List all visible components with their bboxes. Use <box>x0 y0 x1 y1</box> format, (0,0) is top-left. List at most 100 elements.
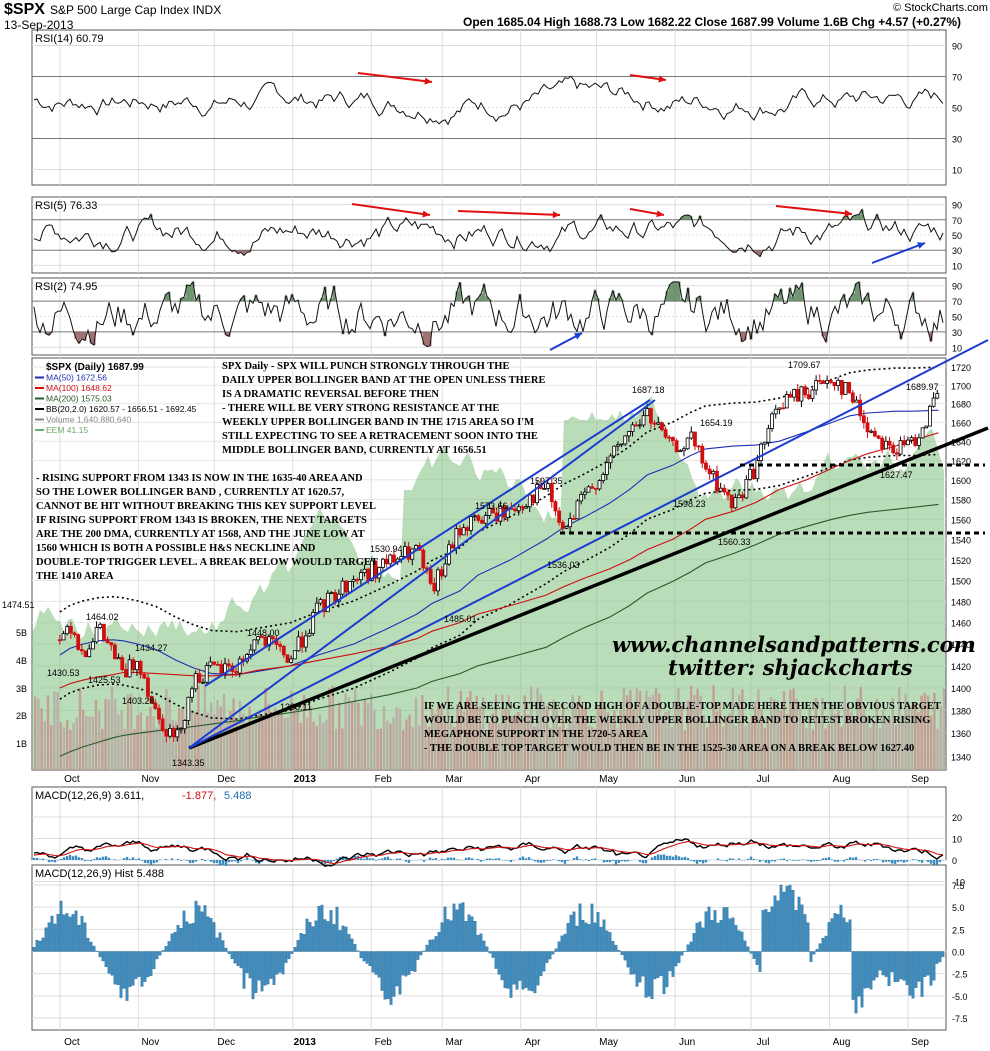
hist-bar <box>221 940 225 952</box>
rsi-overbought-fill <box>290 294 294 302</box>
macd-hist-bar <box>551 859 555 860</box>
hist-bar <box>224 947 228 952</box>
volume-bar <box>891 698 894 770</box>
macd-hist-bar <box>641 860 645 864</box>
candle-body <box>182 720 187 730</box>
candle-body <box>579 494 584 502</box>
hist-bar <box>284 951 288 963</box>
hist-bar <box>770 906 774 952</box>
rsi-overbought-fill <box>143 217 147 220</box>
rsi-overbought-fill <box>485 296 489 302</box>
volume-bar <box>859 686 862 770</box>
macd-hist-bar <box>935 860 939 865</box>
macd-hist-bar <box>884 860 888 862</box>
rsi-tick: 30 <box>952 135 962 145</box>
divergence-arrow-blue-head <box>574 333 582 340</box>
hist-bar <box>587 924 591 952</box>
hist-bar <box>497 951 501 975</box>
hist-bar <box>467 914 471 952</box>
candle-body <box>788 394 793 398</box>
hist-bar <box>185 921 189 952</box>
candle-body <box>652 422 657 425</box>
rsi-overbought-fill <box>800 282 804 302</box>
macd-hist-bar <box>134 859 138 860</box>
hist-bar <box>509 951 513 998</box>
volume-bar <box>702 714 706 770</box>
macd-hist-bar <box>140 860 144 861</box>
macd-hist-bar <box>404 860 408 862</box>
rsi-overbought-fill <box>860 209 864 220</box>
volume-bar <box>869 727 872 770</box>
volume-bar <box>350 701 354 770</box>
rsi-overbought-fill <box>842 294 846 302</box>
hist-bar <box>524 951 528 988</box>
macd-hist-bar <box>155 860 159 863</box>
hist-bar <box>404 951 408 977</box>
site-watermark: www.channelsandpatterns.com <box>612 632 976 657</box>
candle-body <box>928 405 932 427</box>
price-tick: 1680 <box>951 400 971 410</box>
hist-tick: -5.0 <box>952 992 968 1002</box>
price-label: 1425.53 <box>88 675 121 685</box>
hist-bar <box>83 922 87 952</box>
volume-bar <box>901 716 904 770</box>
annotation-left: - RISING SUPPORT FROM 1343 IS NOW IN THE… <box>36 473 378 582</box>
volume-bar <box>325 719 328 770</box>
rsi-overbought-fill <box>167 292 171 302</box>
hist-bar <box>728 918 732 952</box>
hist-bar <box>47 922 51 952</box>
volume-bar <box>190 710 194 770</box>
rsi-overbought-fill <box>665 291 669 302</box>
candle-body <box>531 494 536 504</box>
hist-bar <box>113 951 117 985</box>
rsi-oversold-fill <box>755 250 759 254</box>
candle-body <box>924 425 929 429</box>
candle-body <box>571 518 576 520</box>
rsi-oversold-fill <box>425 331 429 347</box>
volume-bar <box>587 725 590 770</box>
volume-bar <box>882 709 885 770</box>
candle-body <box>880 437 885 450</box>
hist-bar <box>368 951 372 967</box>
candle-body <box>314 602 319 613</box>
divergence-arrow-blue-head <box>917 242 925 249</box>
macd-hist-bar <box>446 857 450 860</box>
volume-bar <box>418 725 421 770</box>
macd-hist-bar <box>92 859 96 860</box>
price-tick: 1420 <box>951 662 971 672</box>
volume-bar <box>306 717 309 770</box>
rsi-overbought-fill <box>254 295 258 302</box>
price-label: 1343.35 <box>172 758 205 768</box>
hist-bar <box>59 900 63 952</box>
candle-body <box>766 428 771 443</box>
volume-bar <box>766 717 770 770</box>
price-tick: 1480 <box>951 597 971 607</box>
macd-hist-bar <box>797 860 801 861</box>
brand-logo: © StockCharts.com <box>893 2 988 14</box>
hist-bar <box>155 951 159 960</box>
hist-bar <box>356 950 360 952</box>
rsi-oversold-fill <box>47 331 51 336</box>
macd-hist-bar <box>218 860 222 865</box>
macd-hist-bar <box>377 859 381 860</box>
macd-hist-bar <box>722 860 726 861</box>
candle-body <box>663 429 668 438</box>
candle-body <box>711 470 716 475</box>
candle-body <box>685 437 690 450</box>
hist-bar <box>584 922 588 952</box>
macd-hist-bar <box>80 858 84 860</box>
rsi-overbought-fill <box>866 292 870 302</box>
volume-bar <box>424 715 427 770</box>
macd-hist-bar <box>86 860 90 861</box>
volume-bar <box>123 728 126 770</box>
month-label-bottom: Mar <box>446 1037 464 1048</box>
month-label-bottom: Aug <box>833 1037 851 1048</box>
macd-hist-bar <box>926 860 930 862</box>
hist-bar <box>800 904 804 952</box>
macd-hist-bar <box>905 860 909 862</box>
candle-body <box>847 382 852 394</box>
rsi-overbought-fill <box>854 214 858 220</box>
macd-hist-bar <box>929 860 933 864</box>
hist-bar <box>893 951 897 982</box>
rsi-overbought-fill <box>482 284 486 302</box>
